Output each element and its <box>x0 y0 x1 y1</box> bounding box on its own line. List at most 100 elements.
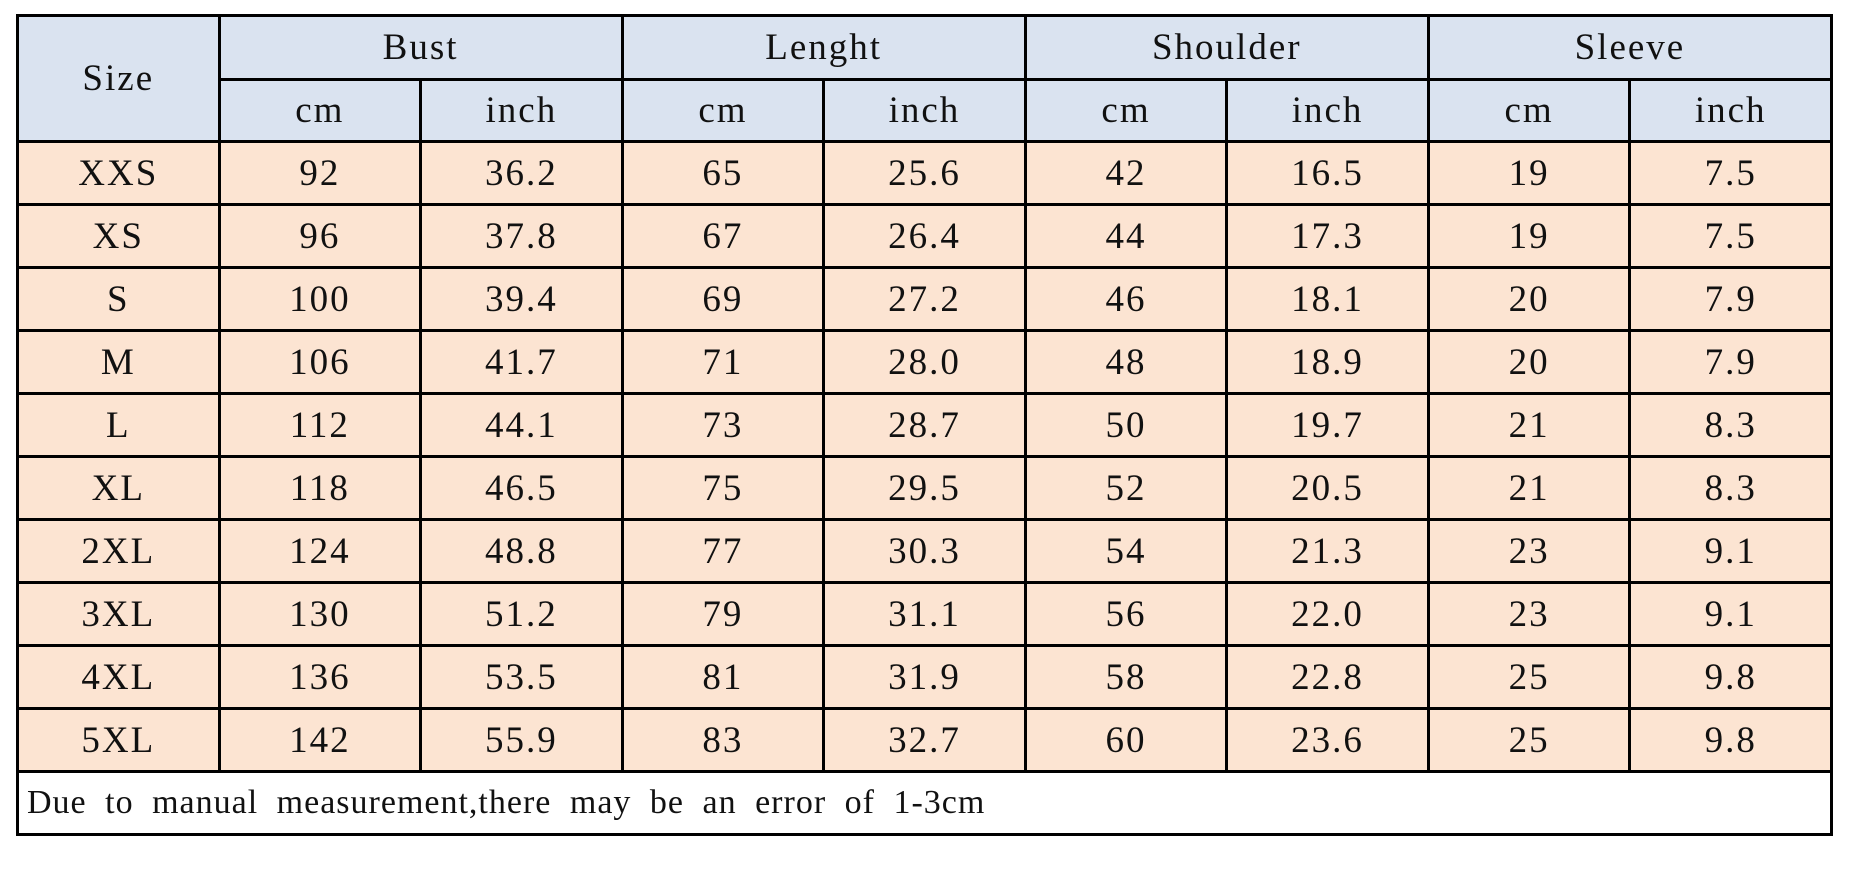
subheader-sleeve-cm: cm <box>1426 78 1632 143</box>
subheader-bust-inch: inch <box>419 78 624 143</box>
value-cell: 48.8 <box>419 518 624 584</box>
group-header-row: Size Bust Lenght Shoulder Sleeve <box>16 14 1834 143</box>
value-cell: 21.3 <box>1225 518 1430 584</box>
value-cell: 106 <box>217 329 423 395</box>
size-cell: 5XL <box>16 707 221 773</box>
value-cell: 20.5 <box>1225 455 1430 521</box>
value-cell: 19 <box>1426 203 1632 269</box>
group-header-bust: Bust <box>217 14 624 81</box>
subheader-sleeve-inch: inch <box>1628 78 1833 143</box>
value-cell: 9.8 <box>1628 644 1833 710</box>
value-cell: 23.6 <box>1225 707 1430 773</box>
value-cell: 53.5 <box>419 644 624 710</box>
table-row: XXS 92 36.2 65 25.6 42 16.5 19 7.5 <box>16 140 1833 206</box>
value-cell: 46 <box>1023 266 1229 332</box>
value-cell: 67 <box>620 203 826 269</box>
size-chart: Size Bust Lenght Shoulder Sleeve cm inch… <box>16 14 1834 836</box>
value-cell: 56 <box>1023 581 1229 647</box>
value-cell: 44 <box>1023 203 1229 269</box>
group-header-lenght: Lenght <box>620 14 1027 81</box>
value-cell: 25 <box>1426 707 1632 773</box>
value-cell: 18.1 <box>1225 266 1430 332</box>
table-row: 5XL 142 55.9 83 32.7 60 23.6 25 9.8 <box>16 707 1833 773</box>
value-cell: 100 <box>217 266 423 332</box>
value-cell: 30.3 <box>822 518 1027 584</box>
value-cell: 69 <box>620 266 826 332</box>
value-cell: 65 <box>620 140 826 206</box>
value-cell: 73 <box>620 392 826 458</box>
value-cell: 21 <box>1426 455 1632 521</box>
value-cell: 17.3 <box>1225 203 1430 269</box>
value-cell: 18.9 <box>1225 329 1430 395</box>
value-cell: 55.9 <box>419 707 624 773</box>
subheader-bust-cm: cm <box>217 78 423 143</box>
value-cell: 37.8 <box>419 203 624 269</box>
table-body: XXS 92 36.2 65 25.6 42 16.5 19 7.5 XS 96… <box>16 140 1833 773</box>
value-cell: 46.5 <box>419 455 624 521</box>
value-cell: 7.9 <box>1628 266 1833 332</box>
value-cell: 9.8 <box>1628 707 1833 773</box>
value-cell: 142 <box>217 707 423 773</box>
value-cell: 28.0 <box>822 329 1027 395</box>
value-cell: 112 <box>217 392 423 458</box>
footnote-row: Due to manual measurement,there may be a… <box>16 770 1833 836</box>
value-cell: 130 <box>217 581 423 647</box>
value-cell: 28.7 <box>822 392 1027 458</box>
value-cell: 9.1 <box>1628 581 1833 647</box>
size-chart-table: Size Bust Lenght Shoulder Sleeve cm inch… <box>16 14 1834 836</box>
value-cell: 52 <box>1023 455 1229 521</box>
value-cell: 32.7 <box>822 707 1027 773</box>
table-header: Size Bust Lenght Shoulder Sleeve cm inch… <box>16 14 1834 143</box>
table-row: S 100 39.4 69 27.2 46 18.1 20 7.9 <box>16 266 1833 332</box>
size-cell: S <box>16 266 221 332</box>
size-cell: XL <box>16 455 221 521</box>
table-row: 2XL 124 48.8 77 30.3 54 21.3 23 9.1 <box>16 518 1833 584</box>
value-cell: 96 <box>217 203 423 269</box>
table-row: XS 96 37.8 67 26.4 44 17.3 19 7.5 <box>16 203 1833 269</box>
value-cell: 19.7 <box>1225 392 1430 458</box>
value-cell: 71 <box>620 329 826 395</box>
value-cell: 27.2 <box>822 266 1027 332</box>
value-cell: 19 <box>1426 140 1632 206</box>
value-cell: 21 <box>1426 392 1632 458</box>
value-cell: 54 <box>1023 518 1229 584</box>
size-cell: M <box>16 329 221 395</box>
value-cell: 58 <box>1023 644 1229 710</box>
value-cell: 83 <box>620 707 826 773</box>
value-cell: 81 <box>620 644 826 710</box>
value-cell: 51.2 <box>419 581 624 647</box>
size-cell: XS <box>16 203 221 269</box>
size-cell: 2XL <box>16 518 221 584</box>
value-cell: 42 <box>1023 140 1229 206</box>
subheader-lenght-cm: cm <box>620 78 826 143</box>
value-cell: 25.6 <box>822 140 1027 206</box>
value-cell: 8.3 <box>1628 455 1833 521</box>
value-cell: 20 <box>1426 266 1632 332</box>
group-header-sleeve: Sleeve <box>1426 14 1834 81</box>
value-cell: 8.3 <box>1628 392 1833 458</box>
value-cell: 31.1 <box>822 581 1027 647</box>
group-header-shoulder: Shoulder <box>1023 14 1430 81</box>
value-cell: 44.1 <box>419 392 624 458</box>
subheader-shoulder-cm: cm <box>1023 78 1229 143</box>
value-cell: 22.8 <box>1225 644 1430 710</box>
table-row: M 106 41.7 71 28.0 48 18.9 20 7.9 <box>16 329 1833 395</box>
table-row: XL 118 46.5 75 29.5 52 20.5 21 8.3 <box>16 455 1833 521</box>
size-cell: 3XL <box>16 581 221 647</box>
value-cell: 23 <box>1426 581 1632 647</box>
subheader-lenght-inch: inch <box>822 78 1027 143</box>
corner-header-size: Size <box>16 14 221 143</box>
value-cell: 92 <box>217 140 423 206</box>
value-cell: 39.4 <box>419 266 624 332</box>
value-cell: 20 <box>1426 329 1632 395</box>
value-cell: 31.9 <box>822 644 1027 710</box>
value-cell: 118 <box>217 455 423 521</box>
value-cell: 48 <box>1023 329 1229 395</box>
value-cell: 7.5 <box>1628 203 1833 269</box>
table-row: 3XL 130 51.2 79 31.1 56 22.0 23 9.1 <box>16 581 1833 647</box>
table-row: L 112 44.1 73 28.7 50 19.7 21 8.3 <box>16 392 1833 458</box>
size-cell: XXS <box>16 140 221 206</box>
value-cell: 41.7 <box>419 329 624 395</box>
value-cell: 136 <box>217 644 423 710</box>
value-cell: 23 <box>1426 518 1632 584</box>
